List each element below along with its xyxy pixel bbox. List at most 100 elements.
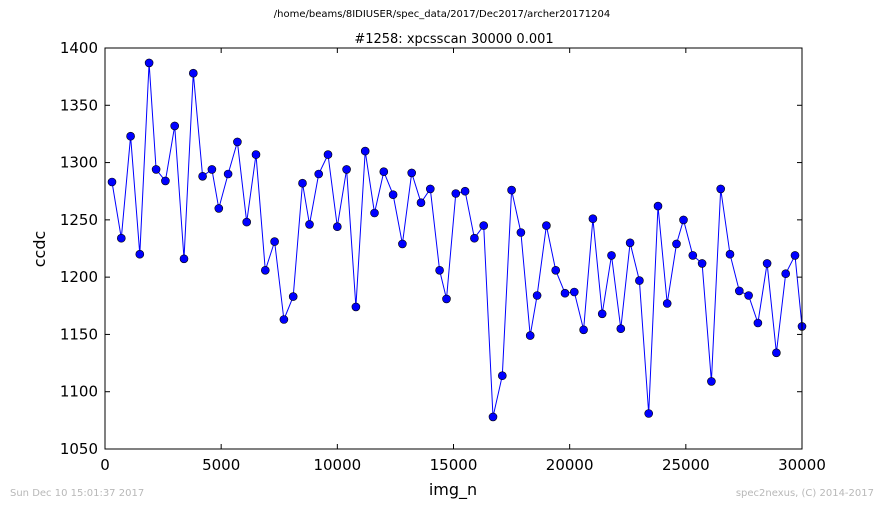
data-point — [370, 208, 379, 218]
data-point — [323, 150, 333, 159]
data-point — [360, 146, 370, 156]
y-tick-label: 1300 — [60, 154, 98, 172]
x-tick-label: 15000 — [430, 456, 478, 474]
data-point — [260, 265, 270, 275]
data-point — [251, 150, 261, 159]
data-point — [342, 165, 351, 174]
data-point — [607, 251, 616, 260]
x-axis-label: img_n — [429, 480, 477, 500]
tick-layer: 0 5000 10000 15000 20000 25000 30000 1050 1100 11… — [60, 39, 826, 474]
data-point — [460, 186, 470, 196]
data-point — [588, 214, 598, 223]
data-point — [233, 137, 242, 147]
data-point — [435, 265, 444, 275]
data-point — [672, 239, 681, 249]
data-point — [781, 269, 791, 279]
data-point — [744, 291, 753, 300]
data-point — [790, 251, 800, 260]
data-point — [351, 302, 361, 312]
data-point — [442, 294, 451, 304]
data-point — [616, 324, 626, 334]
data-point — [653, 201, 663, 211]
data-point — [688, 251, 698, 260]
data-point — [314, 169, 324, 179]
y-tick-label: 1100 — [60, 383, 98, 401]
y-tick-label: 1250 — [60, 211, 98, 229]
x-tick-label: 25000 — [662, 456, 710, 474]
x-tick-label: 20000 — [546, 456, 594, 474]
data-point — [161, 176, 170, 186]
data-point — [332, 222, 342, 231]
data-point — [279, 315, 289, 324]
data-point — [198, 172, 207, 181]
data-point — [407, 168, 417, 178]
data-point — [753, 318, 763, 328]
data-point — [725, 249, 735, 259]
x-tick-label: 0 — [100, 456, 110, 474]
data-point — [305, 220, 314, 229]
data-point — [214, 204, 224, 213]
data-point — [697, 259, 707, 268]
data-point — [126, 131, 135, 141]
data-point — [107, 177, 117, 187]
data-point — [388, 190, 398, 199]
file-path-header: /home/beams/8IDIUSER/spec_data/2017/Dec2… — [273, 9, 611, 20]
data-point — [144, 58, 154, 68]
data-point — [425, 184, 435, 194]
y-axis-label: ccdc — [30, 231, 49, 268]
data-point — [597, 309, 607, 319]
data-point — [579, 325, 588, 335]
data-point — [644, 409, 654, 418]
data-point — [532, 291, 542, 300]
timestamp-footer: Sun Dec 10 15:01:37 2017 — [10, 488, 145, 499]
data-point — [542, 221, 551, 230]
data-point — [416, 198, 426, 207]
data-point — [151, 165, 161, 174]
y-tick-label: 1400 — [60, 39, 98, 57]
data-point — [270, 237, 279, 246]
data-point — [223, 169, 233, 179]
data-point — [470, 233, 479, 243]
x-tick-label: 10000 — [313, 456, 361, 474]
data-point — [488, 412, 498, 422]
data-point — [679, 215, 688, 225]
data-point — [497, 371, 507, 381]
chart-title: #1258: xpcsscan 30000 0.001 — [354, 32, 553, 47]
data-point — [117, 233, 126, 243]
y-tick-label: 1050 — [60, 440, 98, 458]
data-point — [379, 167, 389, 176]
data-point — [135, 249, 145, 259]
data-point — [525, 331, 535, 340]
data-point — [398, 239, 407, 249]
data-point — [707, 377, 716, 386]
data-point — [635, 276, 644, 285]
data-point — [451, 189, 461, 198]
plot-frame — [104, 47, 803, 450]
y-tick-label: 1200 — [60, 268, 98, 286]
data-point — [734, 286, 744, 296]
data-point — [772, 348, 781, 358]
data-point — [288, 292, 298, 301]
data-point — [189, 68, 198, 78]
data-point — [298, 178, 307, 188]
data-point — [207, 165, 217, 174]
series-line — [111, 62, 803, 418]
data-point — [242, 217, 251, 227]
x-tick-label: 5000 — [202, 456, 240, 474]
data-point — [560, 288, 570, 298]
data-point — [507, 185, 516, 195]
data-point — [569, 287, 579, 297]
y-tick-label: 1350 — [60, 96, 98, 114]
data-point — [170, 121, 179, 131]
credit-footer: spec2nexus, (C) 2014-2017 — [735, 488, 874, 499]
data-point — [716, 184, 726, 194]
data-point — [762, 259, 772, 268]
data-point — [479, 221, 489, 230]
y-tick-label: 1150 — [60, 325, 98, 343]
data-point — [551, 265, 561, 275]
data-point — [662, 299, 672, 308]
data-point — [516, 228, 526, 237]
series-layer — [107, 58, 807, 422]
data-point — [179, 254, 189, 264]
